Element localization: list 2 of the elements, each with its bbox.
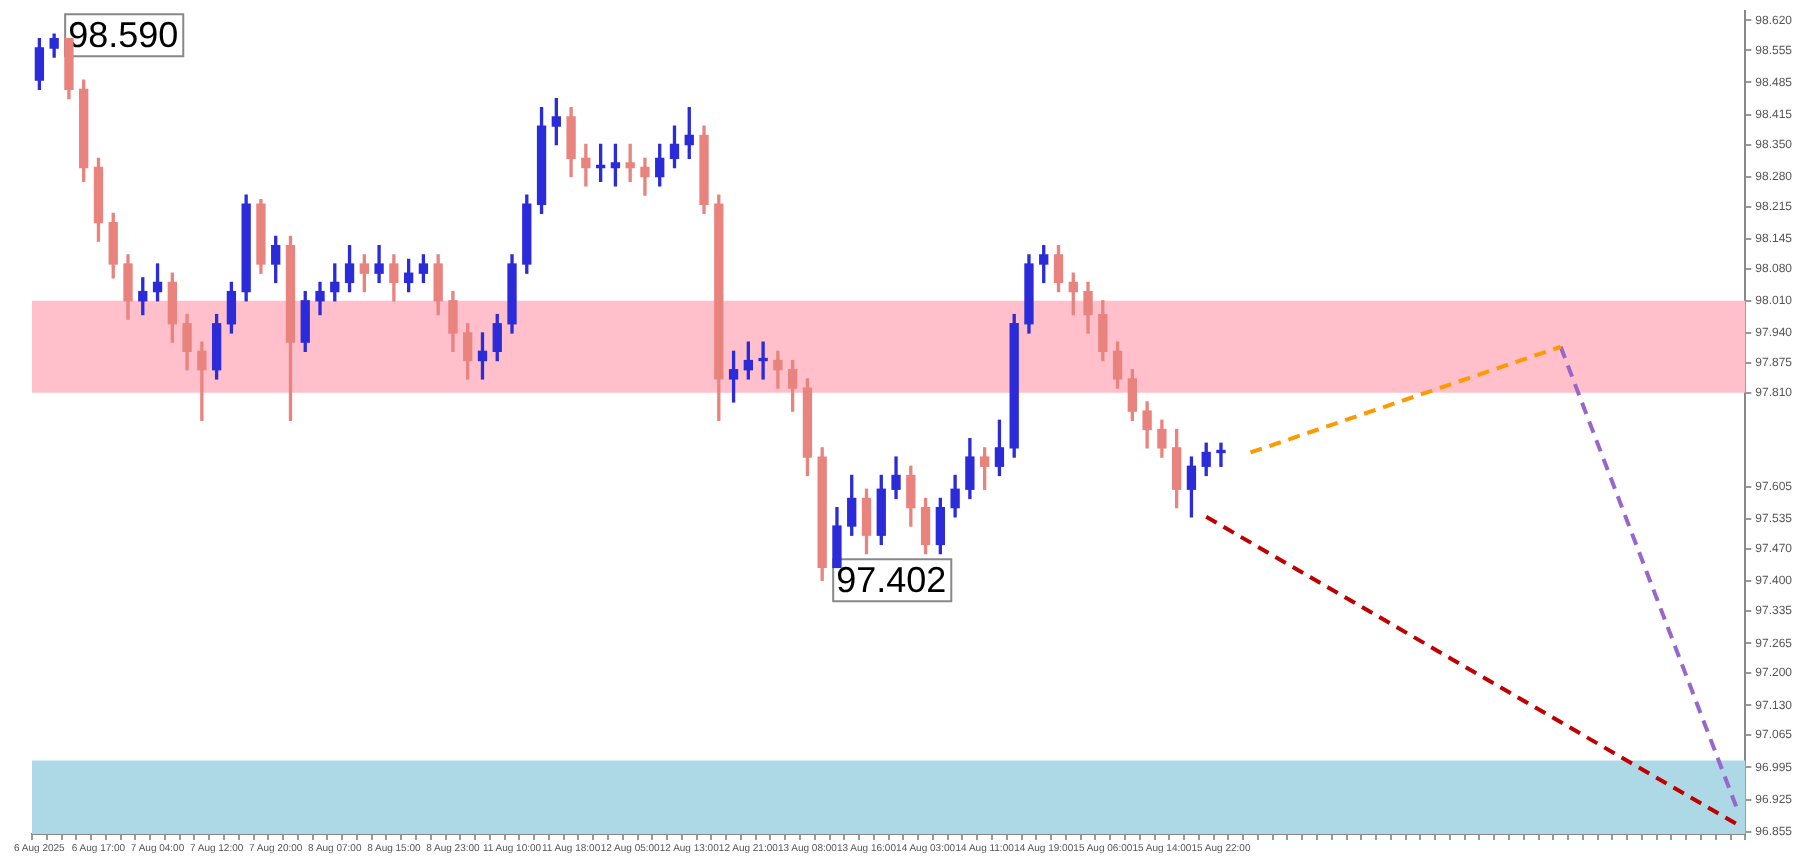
annotation: 98.590 (68, 15, 179, 56)
annotation: 97.402 (836, 560, 947, 601)
